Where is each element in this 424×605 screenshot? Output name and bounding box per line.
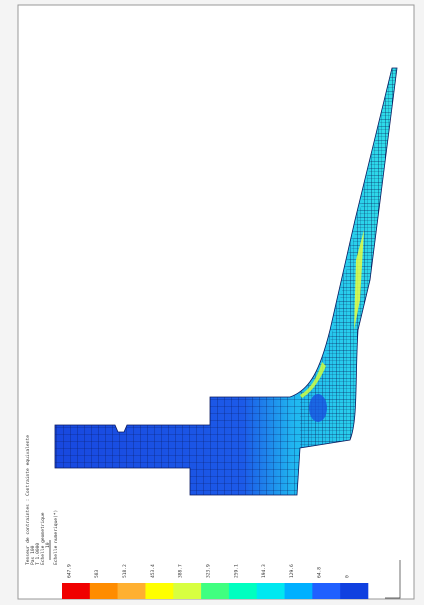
legend-swatch (90, 583, 118, 599)
legend-label: 583 (94, 569, 100, 578)
legend-label: 388.7 (178, 564, 184, 578)
legend-swatch (145, 583, 173, 599)
legend-swatch (201, 583, 229, 599)
legend-swatch (229, 583, 257, 599)
header-line: Echelle geometrique (40, 512, 46, 565)
legend-swatch (340, 583, 368, 599)
legend-swatch (173, 583, 201, 599)
header-line: Echelle numerique(*) (53, 510, 59, 565)
legend-swatch (118, 583, 146, 599)
legend-label: 323.9 (205, 564, 211, 578)
legend-label: 259.1 (233, 564, 239, 578)
page: Tenseur de contraintes : Contrainte equi… (0, 0, 424, 605)
legend-swatch (285, 583, 313, 599)
legend-label: 647.9 (66, 564, 72, 578)
legend-label: 0 (345, 575, 351, 578)
legend-label: 129.6 (289, 564, 295, 578)
viewer: Tenseur de contraintes : Contrainte equi… (0, 0, 424, 605)
legend-swatch (312, 583, 340, 599)
legend-swatch (62, 583, 90, 599)
legend-label: 64.8 (317, 567, 323, 578)
legend-label: 453.4 (150, 564, 156, 578)
header-line: Tenseur de contraintes : Contrainte equi… (25, 435, 31, 565)
legend-label: 518.2 (122, 564, 128, 578)
legend-swatch (257, 583, 285, 599)
legend-label: 194.3 (261, 564, 267, 578)
low-zone (309, 394, 327, 422)
